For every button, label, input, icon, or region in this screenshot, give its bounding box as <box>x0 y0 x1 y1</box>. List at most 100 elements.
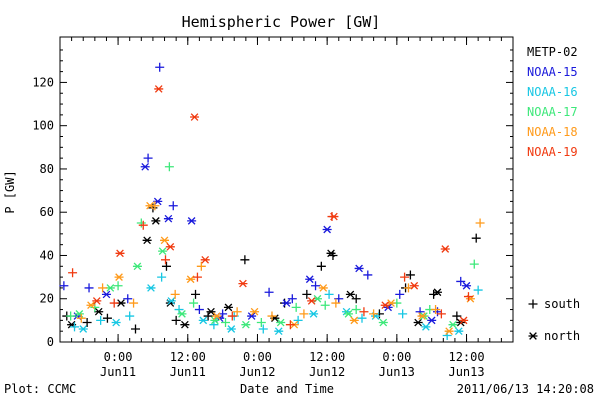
north-point <box>329 212 339 221</box>
north-point <box>433 288 442 297</box>
south-point <box>138 220 148 230</box>
south-point <box>293 315 303 325</box>
south-point <box>331 298 341 308</box>
chart-title: Hemispheric Power [GW] <box>182 13 381 31</box>
south-point <box>452 311 462 321</box>
north-point <box>166 297 176 305</box>
south-point <box>395 289 405 299</box>
north-point <box>417 312 427 320</box>
north-point <box>190 113 200 121</box>
north-point <box>101 290 111 299</box>
plot-frame <box>59 36 514 343</box>
south-point <box>96 315 106 325</box>
north-point <box>111 318 121 327</box>
north-point <box>322 225 332 234</box>
south-point <box>123 294 133 304</box>
x-tick-time-label: 0:00 <box>104 350 133 364</box>
south-point <box>170 289 180 299</box>
footer-timestamp: 2011/06/13 14:20:08 <box>457 382 594 396</box>
north-point <box>226 325 236 333</box>
y-tick-label: 0 <box>47 335 54 349</box>
footer-credit: Plot: CCMC <box>4 382 76 396</box>
x-tick-time-label: 0:00 <box>243 350 272 364</box>
south-point <box>98 283 108 293</box>
south-point <box>475 218 485 228</box>
y-tick-label: 120 <box>32 75 54 89</box>
north-point <box>349 316 359 325</box>
north-point <box>444 327 454 336</box>
south-point <box>264 287 274 297</box>
north-point <box>115 249 125 258</box>
south-point <box>256 318 266 328</box>
series-noaa-19 <box>68 85 473 330</box>
north-point <box>343 310 353 318</box>
north-point <box>276 318 286 327</box>
north-point <box>105 284 115 292</box>
south-point <box>436 309 446 319</box>
legend-item-noaa-18: NOAA-18 <box>527 125 578 139</box>
south-point <box>161 261 171 271</box>
south-point <box>232 307 242 317</box>
south-point <box>82 318 92 328</box>
north-point <box>114 273 124 281</box>
north-point <box>200 255 210 264</box>
south-point <box>351 305 361 315</box>
north-point <box>86 301 96 310</box>
south-point <box>171 315 181 325</box>
south-point <box>189 298 199 308</box>
x-tick-date-label: Jun13 <box>379 365 415 379</box>
south-point <box>203 311 213 321</box>
south-point <box>456 276 466 286</box>
north-point <box>274 327 284 336</box>
north-point <box>92 297 102 305</box>
south-point <box>320 300 330 310</box>
y-tick-label: 80 <box>40 162 54 176</box>
south-point <box>68 268 78 278</box>
series-noaa-18 <box>76 201 485 336</box>
north-point <box>326 249 336 258</box>
south-point <box>431 305 441 315</box>
north-point <box>154 85 164 93</box>
south-point <box>129 298 139 308</box>
north-point <box>151 217 161 225</box>
south-point <box>469 259 479 269</box>
north-point <box>305 275 315 284</box>
north-point <box>528 332 538 340</box>
legend-item-metp-02: METP-02 <box>527 45 578 59</box>
south-point <box>70 322 80 332</box>
south-point <box>109 298 119 308</box>
north-point <box>462 281 472 290</box>
north-point <box>94 307 104 316</box>
south-point <box>191 289 201 299</box>
south-point <box>164 162 174 172</box>
south-point <box>398 309 408 319</box>
legend-item-noaa-16: NOAA-16 <box>527 85 578 99</box>
series-noaa-15 <box>59 62 472 325</box>
x-tick-time-label: 12:00 <box>309 350 345 364</box>
north-point <box>409 281 419 290</box>
north-point <box>132 262 142 271</box>
x-tick-date-label: Jun12 <box>239 365 275 379</box>
south-point <box>221 318 231 328</box>
south-point <box>174 305 184 315</box>
south-point <box>369 309 379 319</box>
north-point <box>145 201 155 210</box>
north-point <box>180 320 190 329</box>
y-axis-ticks: 0 20 40 60 80 100 120 <box>32 49 513 349</box>
legend-item-noaa-19: NOAA-19 <box>527 145 578 159</box>
south-point <box>351 294 361 304</box>
north-point <box>223 303 233 312</box>
south-point <box>302 289 312 299</box>
south-point <box>258 324 268 334</box>
x-tick-time-label: 12:00 <box>170 350 206 364</box>
south-point <box>131 324 140 334</box>
south-point <box>299 309 309 319</box>
south-point <box>196 261 206 271</box>
y-tick-label: 100 <box>32 119 54 133</box>
south-point <box>400 272 410 282</box>
south-point <box>192 272 202 282</box>
north-point <box>354 264 364 273</box>
south-point <box>429 289 439 299</box>
south-point <box>363 270 373 280</box>
x-tick-time-label: 0:00 <box>382 350 411 364</box>
